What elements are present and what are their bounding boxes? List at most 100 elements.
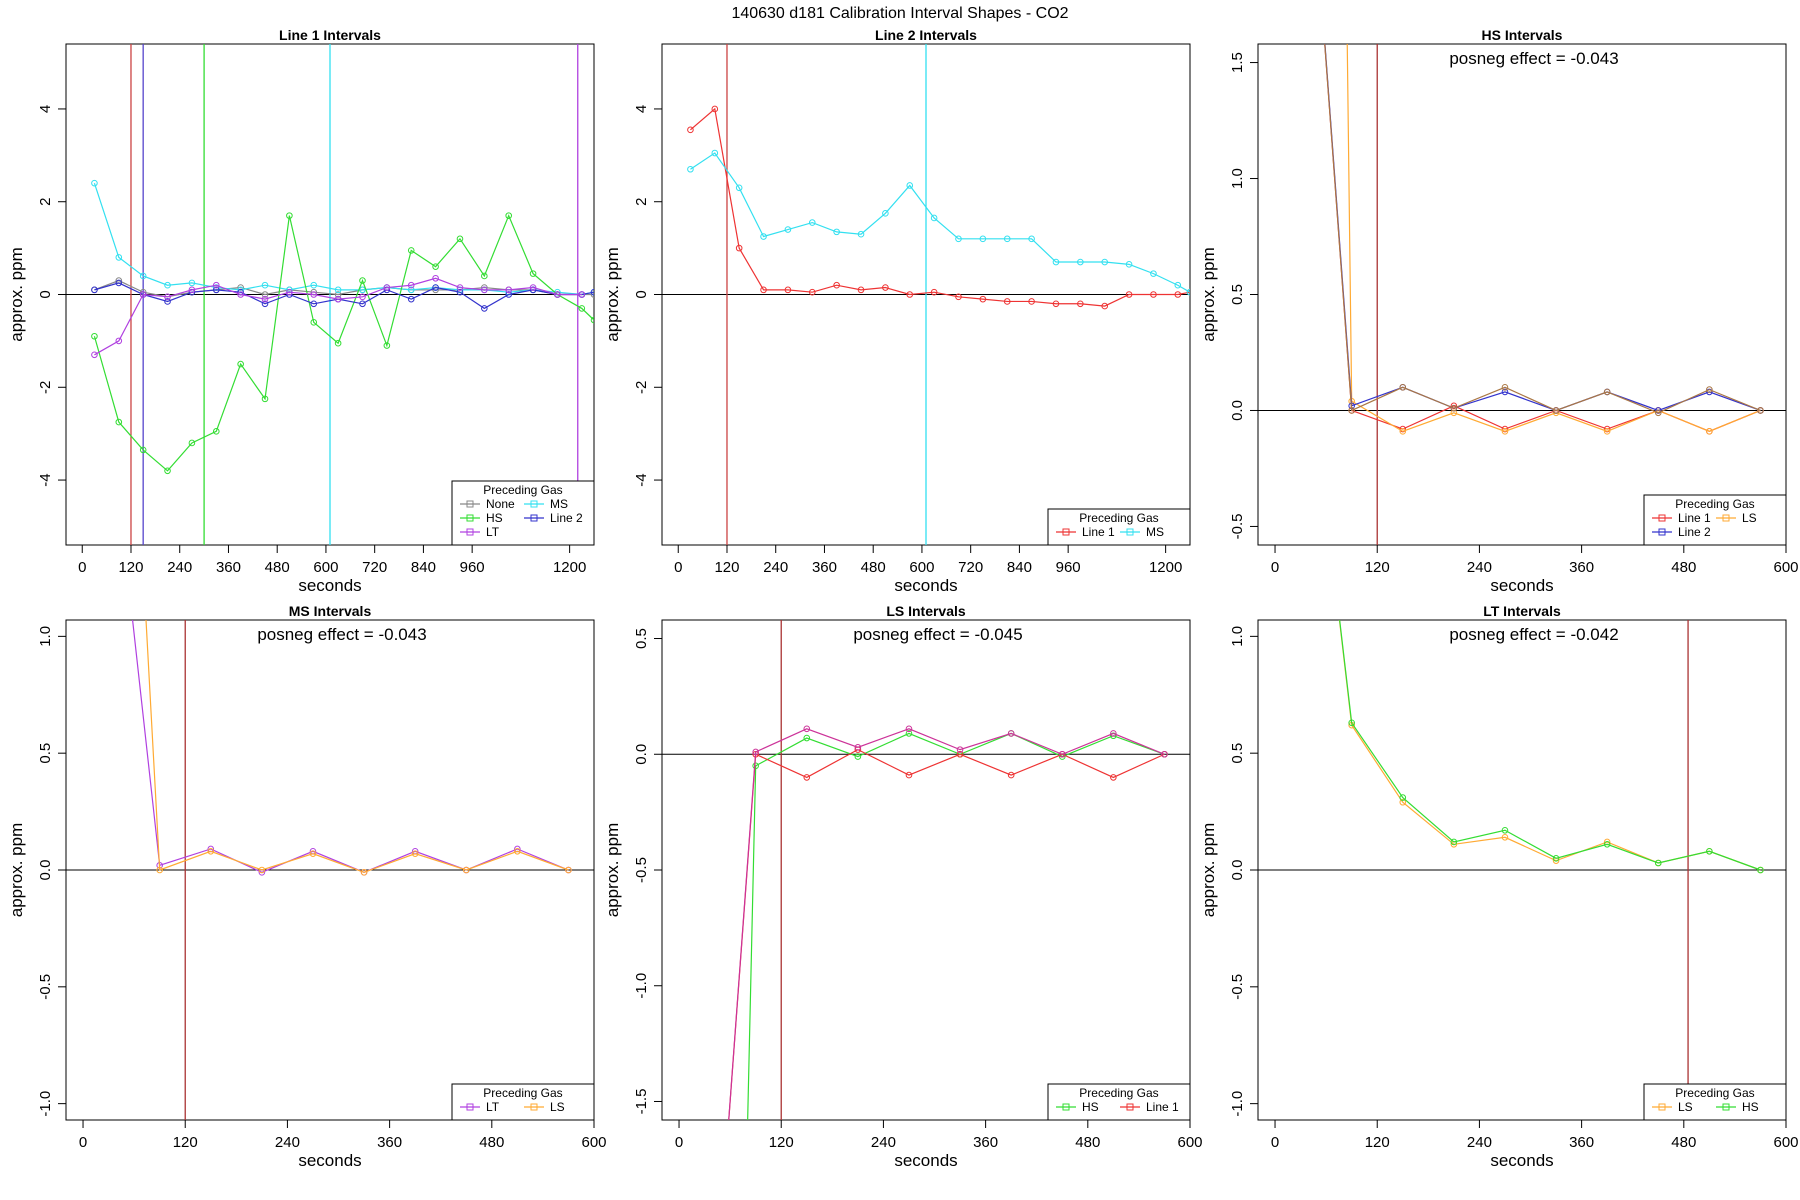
data-point	[359, 293, 366, 301]
legend-title: Preceding Gas	[1675, 1086, 1754, 1100]
data-point	[1603, 840, 1611, 848]
legend-box	[1047, 1083, 1191, 1121]
x-tick-label: 120	[1365, 559, 1390, 576]
legend-swatch-marker	[1658, 514, 1666, 522]
data-point	[456, 284, 464, 291]
legend-title: Preceding Gas	[483, 483, 562, 497]
legend-entry-label: Line 2	[1678, 525, 1711, 539]
series-line	[728, 748, 1165, 1120]
x-tick-label: 0	[79, 1134, 87, 1151]
data-point	[930, 288, 938, 296]
data-point	[1399, 798, 1407, 806]
data-point	[359, 300, 366, 308]
data-point	[505, 286, 513, 294]
data-point	[760, 233, 767, 240]
data-point	[760, 286, 767, 294]
data-point	[1654, 409, 1662, 417]
data-point	[139, 272, 147, 280]
x-tick-label: 120	[173, 1134, 198, 1151]
legend-swatch-marker	[1062, 528, 1070, 536]
data-point	[752, 748, 759, 756]
data-point	[1186, 288, 1190, 296]
data-point	[955, 235, 962, 243]
legend-box	[451, 480, 595, 546]
data-point	[334, 339, 342, 347]
data-point	[1077, 258, 1084, 266]
data-point	[505, 291, 513, 298]
figure-title: 140630 d181 Calibration Interval Shapes …	[731, 5, 1068, 22]
data-point	[1552, 855, 1560, 862]
panel-title: LS Intervals	[886, 603, 966, 619]
data-point	[1501, 428, 1509, 435]
data-point	[554, 291, 561, 298]
y-tick-label: 0.5	[1229, 284, 1246, 305]
data-point	[979, 295, 987, 303]
series-line	[94, 279, 594, 298]
data-point	[383, 284, 391, 291]
legend-entry-label: LS	[1742, 511, 1757, 525]
data-point	[432, 263, 439, 270]
legend-box	[1643, 1083, 1787, 1121]
data-point	[905, 725, 913, 733]
y-tick-label: -1.0	[37, 1091, 54, 1117]
x-tick-label: 0	[674, 559, 682, 576]
data-point	[1028, 298, 1035, 305]
data-point	[1603, 388, 1611, 396]
data-point	[310, 300, 318, 308]
x-tick-label: 840	[1007, 559, 1032, 576]
data-point	[106, 400, 112, 406]
y-tick-label: 4	[633, 105, 650, 113]
data-point	[91, 286, 98, 294]
x-tick-label: 600	[581, 1134, 606, 1151]
data-point	[131, 400, 137, 406]
series-line	[145, 620, 569, 873]
y-axis-label: approx. ppm	[603, 823, 622, 918]
data-point	[1101, 258, 1109, 266]
legend-swatch-marker	[466, 500, 474, 508]
legend-entry-label: LS	[1678, 1100, 1693, 1114]
chart-panel-6: LT Intervals 0 120 240 360 480 600 -1.0 -0.5 0.0 0…	[1199, 283, 1799, 1170]
chart-panel-5: LS Intervals 0 120 240 360 480 600 -1.5 -1.0 -0.5…	[603, 603, 1203, 1170]
data-point	[1101, 302, 1109, 310]
data-point	[1298, 283, 1304, 289]
series-line	[728, 728, 1165, 1120]
data-point	[1706, 386, 1713, 393]
legend-box	[451, 1083, 595, 1121]
data-point	[1450, 838, 1458, 846]
data-point	[857, 286, 865, 294]
data-point	[857, 230, 865, 238]
data-point	[261, 281, 269, 289]
legend-entry-label: HS	[486, 511, 503, 525]
data-point	[1110, 730, 1117, 737]
x-tick-label: 720	[958, 559, 983, 576]
legend-entry-label: MS	[550, 497, 568, 511]
panel-title: Line 1 Intervals	[279, 27, 381, 43]
data-point	[164, 467, 171, 475]
legend-swatch-marker	[1126, 1103, 1134, 1111]
data-point	[212, 281, 220, 289]
data-point	[164, 293, 171, 301]
data-point	[906, 182, 914, 189]
data-point	[481, 305, 488, 312]
legend-box	[1047, 508, 1191, 546]
x-tick-label: 240	[763, 559, 788, 576]
data-point	[334, 291, 342, 298]
data-point	[1399, 428, 1407, 435]
data-point	[1174, 291, 1182, 298]
data-point	[956, 750, 964, 758]
legend-swatch-marker	[466, 1103, 474, 1111]
data-point	[590, 288, 594, 296]
data-point	[752, 762, 759, 770]
y-tick-label: -2	[633, 381, 650, 394]
data-point	[261, 395, 269, 403]
legend-swatch-marker	[530, 1103, 538, 1111]
data-point	[882, 210, 889, 217]
x-axis-label: seconds	[298, 576, 361, 595]
x-tick-label: 240	[871, 1134, 896, 1151]
data-point	[1501, 388, 1509, 396]
data-point	[1501, 826, 1509, 834]
data-point	[1028, 235, 1035, 243]
y-axis-label: approx. ppm	[1199, 823, 1218, 918]
